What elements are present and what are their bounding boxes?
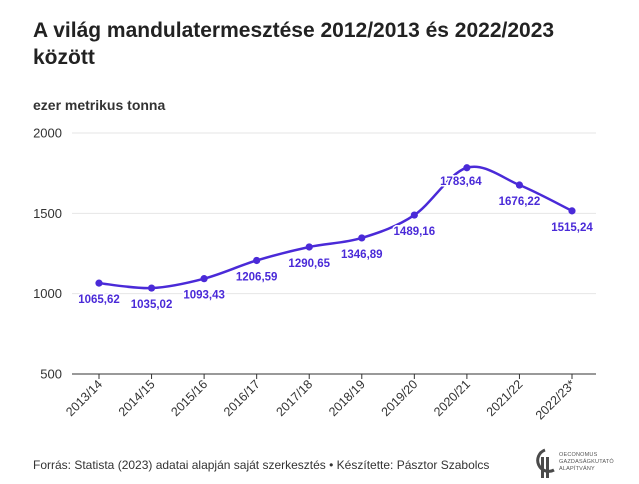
data-label: 1290,65 [288,258,330,270]
data-labels: 1065,62 1035,02 1093,43 1206,59 1290,65 1346,… [77,174,595,312]
y-tick-labels: 500 1000 1500 2000 [33,126,62,382]
y-axis-unit-label: ezer metrikus tonna [33,97,166,113]
data-point [410,211,418,219]
data-point [200,275,208,283]
logo-mark-icon [536,448,555,478]
data-label: 1346,89 [341,249,383,261]
chart-title: A világ mandulatermesztése 2012/2013 és … [33,19,555,69]
logo-text-line1: OECONOMUS [559,452,598,458]
data-label: 1783,64 [440,176,482,188]
oeconomus-logo: OECONOMUS GAZDASÁGKUTATÓ ALAPÍTVÁNY [533,447,628,481]
x-tick-label: 2014/15 [116,377,158,419]
data-label: 1035,02 [131,299,173,311]
data-label: 1093,43 [183,290,225,302]
data-point [253,256,261,265]
series-line-path [97,165,574,290]
data-point [568,207,576,215]
x-tick-labels: 2013/14 2014/15 2015/16 2016/17 2017/18 2018/… [63,374,578,423]
data-label: 1676,22 [499,196,541,208]
x-tick-label: 2015/16 [168,377,210,419]
x-tick-label: 2017/18 [273,377,315,419]
x-tick-label: 2018/19 [326,377,368,419]
series-line [97,165,574,290]
y-tick-label: 1500 [33,206,62,221]
data-point [358,234,366,242]
data-label: 1206,59 [236,271,278,283]
x-tick-label: 2013/14 [63,377,105,419]
y-tick-label: 500 [40,367,62,382]
data-point [147,284,156,292]
data-label: 1489,16 [394,226,436,238]
data-point [515,181,524,189]
data-point [305,243,313,251]
x-tick-label: 2019/20 [379,377,421,419]
gridlines [72,132,596,375]
x-tick-label: 2021/22 [484,377,526,419]
logo-text-line3: ALAPÍTVÁNY [559,466,595,472]
y-tick-label: 1000 [33,286,62,301]
data-point [463,164,471,172]
x-tick-label: 2016/17 [221,377,263,419]
x-tick-label: 2020/21 [431,377,473,419]
x-tick-label: 2022/23* [533,377,578,422]
logo-text-line2: GAZDASÁGKUTATÓ [559,459,614,465]
data-points [95,164,576,292]
source-footer: Forrás: Statista (2023) adatai alapján s… [33,458,490,472]
data-label: 1515,24 [551,222,593,234]
y-tick-label: 2000 [33,126,62,141]
data-label: 1065,62 [78,294,120,306]
data-point [95,279,103,287]
